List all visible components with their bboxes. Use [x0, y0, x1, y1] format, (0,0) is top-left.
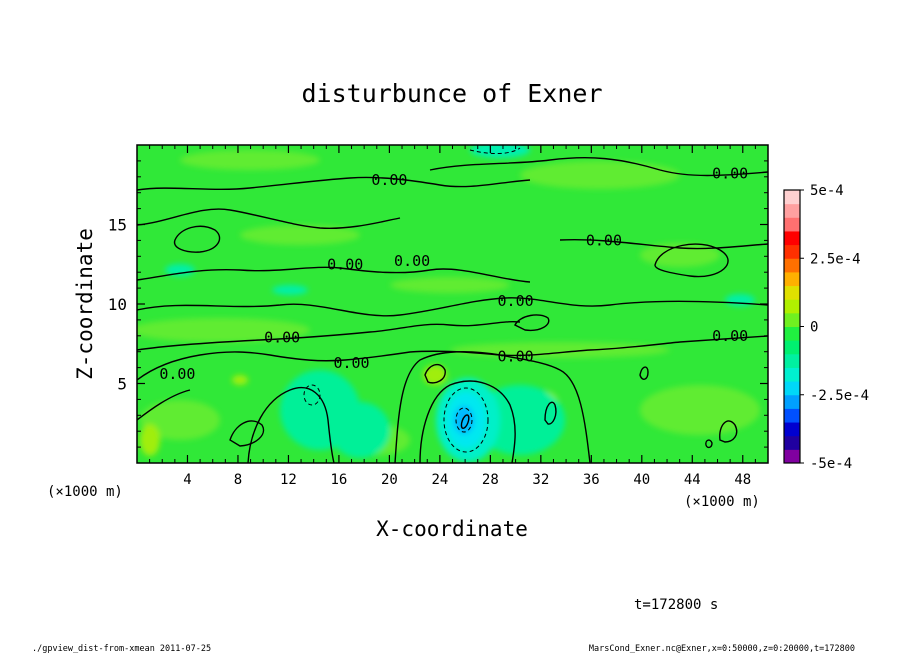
- x-tick-label: 48: [734, 472, 751, 488]
- x-tick-label: 16: [330, 472, 347, 488]
- contour-label: 0.00: [712, 165, 748, 183]
- contour-label: 0.00: [498, 292, 534, 310]
- footer-left: ./gpview_dist-from-xmean 2011-07-25: [32, 644, 211, 654]
- contour-label: 0.00: [586, 231, 622, 249]
- colorbar-swatch: [784, 312, 800, 327]
- x-tick-label: 40: [633, 472, 650, 488]
- colorbar-swatch: [784, 271, 800, 287]
- x-tick-label: 28: [482, 472, 499, 488]
- colorbar-label: -2.5e-4: [810, 388, 869, 404]
- contour-label: 0.00: [498, 347, 534, 365]
- x-unit-right: (×1000 m): [684, 494, 760, 510]
- colorbar-swatch: [784, 449, 800, 464]
- x-tick-label: 36: [583, 472, 600, 488]
- colorbar-swatch: [784, 353, 800, 368]
- contour-label: 0.00: [264, 328, 300, 346]
- colorbar-swatch: [784, 435, 800, 450]
- x-tick-label: 12: [280, 472, 297, 488]
- plot-area: 0.00 0.00 0.00 0.00 0.00 0.00 0.00 0.00 0.00 0.00…: [137, 145, 768, 463]
- y-tick-label: 15: [108, 216, 127, 235]
- contour-labels: 0.00 0.00 0.00 0.00 0.00 0.00 0.00 0.00 0.00 0.00…: [159, 165, 748, 430]
- colorbar-swatch: [784, 190, 800, 205]
- contour-lines: [137, 157, 768, 463]
- x-tick-label: 32: [532, 472, 549, 488]
- x-tick-label: 44: [684, 472, 701, 488]
- contour-label: 0.00: [371, 171, 407, 189]
- colorbar-swatch: [784, 326, 800, 341]
- colorbar-swatch: [784, 230, 800, 246]
- colorbar-swatch: [784, 258, 800, 273]
- x-axis: 4 8 12 16 20 24 28 32 36 40 44 48: [149, 145, 756, 488]
- negative-contours: [303, 147, 521, 453]
- y-axis-label: Z-coordinate: [73, 228, 97, 380]
- x-tick-label: 8: [234, 472, 242, 488]
- colorbar-swatch: [784, 340, 800, 355]
- colorbar-label: 5e-4: [810, 183, 844, 199]
- x-tick-label: 4: [183, 472, 191, 488]
- y-axis: 5 10 15: [108, 160, 768, 448]
- contour-label: 0.00: [159, 365, 195, 383]
- colorbar-label: -5e-4: [810, 456, 852, 472]
- x-unit-left: (×1000 m): [47, 484, 123, 500]
- colorbar-swatch: [784, 203, 800, 218]
- contour-label: 0.00: [394, 252, 430, 270]
- colorbar-swatch: [784, 367, 800, 382]
- chart-title: disturbunce of Exner: [301, 79, 602, 108]
- colorbar-swatch: [784, 422, 800, 437]
- x-tick-label: 20: [381, 472, 398, 488]
- colorbar-swatch: [784, 394, 800, 409]
- colorbar-label: 0: [810, 320, 818, 336]
- colorbar: 5e-4 2.5e-4 0 -2.5e-4 -5e-4: [783, 183, 869, 472]
- colorbar-swatch: [784, 381, 800, 396]
- footer-right: MarsCond_Exner.nc@Exner,x=0:50000,z=0:20…: [589, 644, 855, 654]
- contour-label: 0.00: [333, 354, 369, 372]
- time-label: t=172800 s: [634, 597, 718, 613]
- y-tick-label: 10: [108, 295, 127, 314]
- colorbar-swatch: [784, 217, 800, 232]
- contour-label: 0.00: [327, 255, 363, 273]
- y-tick-label: 5: [117, 375, 127, 394]
- contour-label: 0.00: [712, 327, 748, 345]
- colorbar-swatch: [784, 244, 800, 259]
- colorbar-swatch: [784, 285, 800, 300]
- colorbar-swatch: [784, 299, 800, 314]
- colorbar-swatch: [784, 408, 800, 423]
- colorbar-label: 2.5e-4: [810, 251, 861, 267]
- x-tick-label: 24: [431, 472, 448, 488]
- x-axis-label: X-coordinate: [376, 517, 528, 541]
- negative-core-contour: [460, 414, 470, 430]
